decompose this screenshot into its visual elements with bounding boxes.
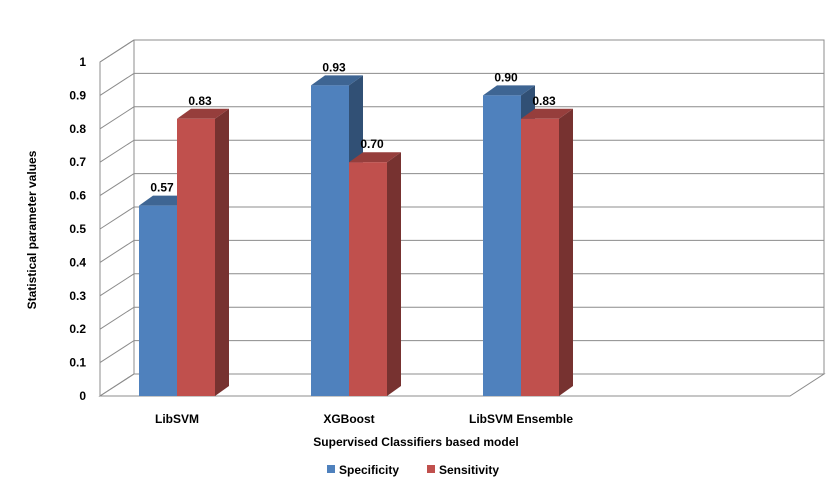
y-tick-label: 0.6 bbox=[69, 189, 86, 203]
legend: Specificity Sensitivity bbox=[327, 463, 499, 477]
y-tick-label: 0.5 bbox=[69, 222, 86, 236]
legend-item-sensitivity: Sensitivity bbox=[427, 463, 499, 477]
data-label: 0.70 bbox=[360, 137, 384, 151]
legend-swatch bbox=[427, 465, 435, 473]
gridline bbox=[99, 273, 824, 297]
y-tick-label: 0.4 bbox=[69, 255, 86, 269]
y-tick-label: 0.9 bbox=[69, 88, 86, 102]
gridline bbox=[99, 173, 824, 197]
gridlines bbox=[99, 39, 824, 397]
gridline bbox=[99, 39, 824, 63]
y-axis-ticks: 0 0.1 0.2 0.3 0.4 0.5 0.6 0.7 0.8 0.9 1 bbox=[69, 55, 101, 403]
x-category-label: LibSVM bbox=[155, 412, 199, 426]
bar-side bbox=[559, 108, 573, 396]
gridline bbox=[99, 106, 824, 130]
gridline bbox=[99, 139, 824, 163]
bar-front bbox=[177, 118, 215, 396]
x-category-label: LibSVM Ensemble bbox=[469, 412, 573, 426]
y-tick-label: 0.7 bbox=[69, 155, 86, 169]
bar-sensitivity-libsvm bbox=[177, 108, 229, 396]
legend-label: Specificity bbox=[339, 463, 399, 477]
data-label: 0.93 bbox=[322, 60, 346, 74]
bar-sensitivity-xgboost bbox=[349, 152, 401, 396]
legend-item-specificity: Specificity bbox=[327, 463, 399, 477]
bar-top bbox=[177, 108, 229, 119]
bar-side bbox=[387, 152, 401, 396]
gridline bbox=[99, 239, 824, 263]
x-axis-title: Supervised Classifiers based model bbox=[313, 435, 518, 449]
gridline bbox=[99, 206, 824, 230]
legend-label: Sensitivity bbox=[439, 463, 499, 477]
data-label: 0.57 bbox=[150, 181, 174, 195]
y-tick-label: 1 bbox=[79, 55, 86, 69]
legend-swatch bbox=[327, 465, 335, 473]
x-category-label: XGBoost bbox=[323, 412, 374, 426]
y-axis-title: Statistical parameter values bbox=[25, 150, 39, 309]
bar-front bbox=[483, 95, 521, 397]
y-tick-label: 0 bbox=[79, 389, 86, 403]
bar-front bbox=[139, 205, 177, 396]
bar-side bbox=[215, 108, 229, 396]
y-tick-label: 0.1 bbox=[69, 356, 86, 370]
bars bbox=[139, 75, 573, 397]
bar-top bbox=[311, 75, 363, 86]
gridline bbox=[99, 72, 824, 96]
bar-front bbox=[311, 85, 349, 396]
bar-top bbox=[349, 152, 401, 163]
bar-top bbox=[483, 85, 535, 96]
bar-front bbox=[349, 162, 387, 396]
y-tick-label: 0.2 bbox=[69, 322, 86, 336]
y-tick-label: 0.8 bbox=[69, 122, 86, 136]
bar-sensitivity-libsvm-ensemble bbox=[521, 108, 573, 396]
data-label: 0.90 bbox=[494, 70, 518, 84]
data-label: 0.83 bbox=[188, 94, 212, 108]
x-axis-categories: LibSVM XGBoost LibSVM Ensemble bbox=[155, 412, 573, 426]
gridline bbox=[99, 306, 824, 330]
data-label: 0.83 bbox=[532, 94, 556, 108]
gridline bbox=[99, 340, 824, 364]
bar-top bbox=[521, 108, 573, 119]
y-tick-label: 0.3 bbox=[69, 289, 86, 303]
data-labels: 0.57 0.83 0.93 0.70 0.90 0.83 bbox=[150, 60, 556, 194]
bar-front bbox=[521, 118, 559, 396]
gridline bbox=[99, 373, 824, 397]
